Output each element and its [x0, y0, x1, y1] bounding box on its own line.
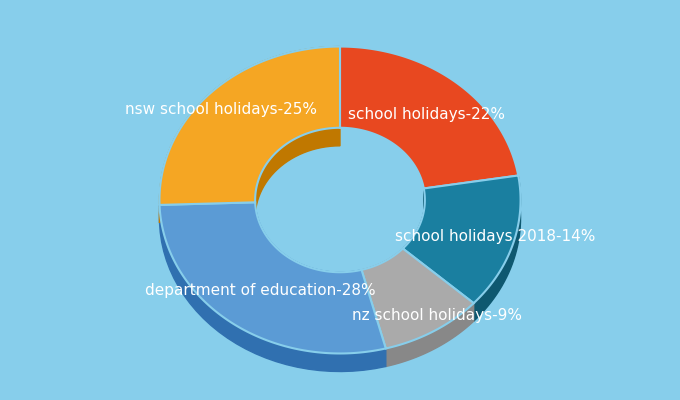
Polygon shape	[255, 128, 340, 220]
Text: department of education-28%: department of education-28%	[146, 283, 376, 298]
Polygon shape	[160, 205, 386, 372]
Polygon shape	[160, 46, 340, 223]
Text: nz school holidays-9%: nz school holidays-9%	[352, 308, 522, 323]
PathPatch shape	[160, 202, 386, 354]
PathPatch shape	[362, 248, 474, 348]
Text: school holidays-22%: school holidays-22%	[347, 106, 505, 122]
PathPatch shape	[340, 46, 518, 188]
Polygon shape	[474, 176, 521, 321]
Polygon shape	[403, 188, 425, 267]
Text: school holidays 2018-14%: school holidays 2018-14%	[395, 230, 596, 244]
Polygon shape	[255, 202, 362, 290]
Polygon shape	[386, 303, 474, 366]
Polygon shape	[362, 248, 403, 288]
PathPatch shape	[159, 46, 340, 205]
Text: nsw school holidays-25%: nsw school holidays-25%	[125, 102, 318, 117]
PathPatch shape	[403, 176, 521, 303]
